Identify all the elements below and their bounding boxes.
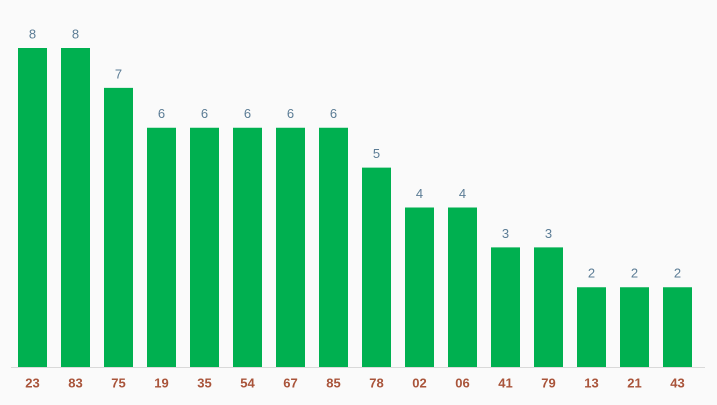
value-label: 8: [29, 26, 36, 41]
value-label: 2: [631, 266, 638, 281]
value-label: 6: [201, 106, 208, 121]
x-tick-label: 54: [240, 375, 255, 390]
x-tick-label: 85: [326, 375, 340, 390]
x-tick-label: 35: [197, 375, 211, 390]
x-tick-label: 75: [111, 375, 125, 390]
bar: [190, 127, 219, 367]
value-label: 8: [72, 26, 79, 41]
x-tick-label: 13: [584, 375, 598, 390]
x-tick-label: 41: [498, 375, 512, 390]
value-label: 5: [373, 146, 380, 161]
bar: [448, 207, 477, 367]
value-label: 6: [158, 106, 165, 121]
value-label: 4: [416, 186, 423, 201]
x-tick-label: 79: [541, 375, 555, 390]
x-tick-label: 02: [412, 375, 426, 390]
x-tick-label: 21: [627, 375, 641, 390]
x-tick-label: 06: [455, 375, 469, 390]
bar: [104, 87, 133, 367]
x-tick-label: 83: [68, 375, 82, 390]
x-tick-label: 78: [369, 375, 383, 390]
bar: [534, 247, 563, 367]
bar: [620, 287, 649, 367]
value-label: 2: [674, 266, 681, 281]
value-label: 2: [588, 266, 595, 281]
x-tick-label: 43: [670, 375, 684, 390]
bar: [663, 287, 692, 367]
value-label: 6: [287, 106, 294, 121]
bar: [276, 127, 305, 367]
bar: [491, 247, 520, 367]
bar: [18, 48, 47, 367]
bar: [362, 167, 391, 367]
bar: [405, 207, 434, 367]
value-label: 3: [502, 226, 509, 241]
bar: [61, 48, 90, 367]
value-label: 7: [115, 66, 122, 81]
bar: [577, 287, 606, 367]
value-label: 6: [244, 106, 251, 121]
x-tick-label: 23: [25, 375, 39, 390]
bar: [147, 127, 176, 367]
value-label: 4: [459, 186, 466, 201]
bar: [233, 127, 262, 367]
value-label: 3: [545, 226, 552, 241]
bar: [319, 127, 348, 367]
value-label: 6: [330, 106, 337, 121]
x-tick-label: 67: [283, 375, 297, 390]
x-tick-label: 19: [154, 375, 168, 390]
